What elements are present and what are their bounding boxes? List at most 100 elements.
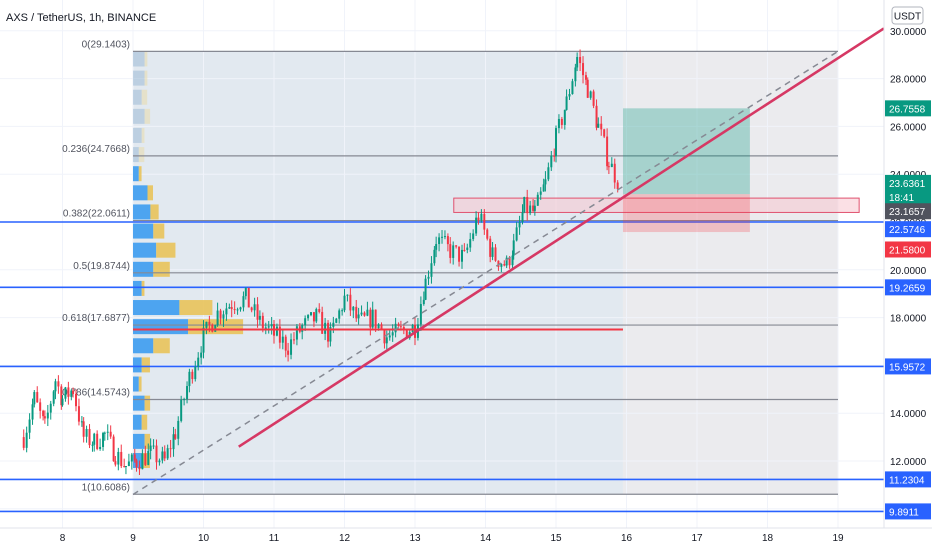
candle-up: [357, 314, 360, 319]
candle-up: [264, 327, 267, 329]
price-tick-label[interactable]: 20.0000: [890, 266, 927, 277]
fib-level-label: 0.786(14.5743): [62, 387, 130, 398]
time-tick-label[interactable]: 9: [130, 533, 136, 544]
price-badge: [885, 221, 931, 238]
time-tick-label[interactable]: 13: [409, 533, 421, 544]
price-tick-label[interactable]: 18.0000: [890, 314, 927, 325]
candle-up: [441, 236, 444, 238]
candle-down: [208, 321, 211, 325]
price-tick-label[interactable]: 14.0000: [890, 409, 927, 420]
time-tick-label[interactable]: 8: [60, 533, 66, 544]
candle-down: [77, 406, 80, 422]
time-tick-label[interactable]: 12: [339, 533, 351, 544]
price-tick-label[interactable]: 30.0000: [890, 27, 927, 38]
candle-down: [603, 129, 606, 137]
currency-button-frame[interactable]: [891, 6, 924, 25]
candle-down: [374, 309, 377, 329]
volume-profile-bar-up: [133, 166, 139, 182]
time-axis[interactable]: 8 9 10 11 12 13 14 15 16 17 18 19: [60, 533, 844, 544]
candle-up: [475, 217, 478, 234]
candle-up: [194, 366, 197, 380]
price-badge-label: 11.2304: [889, 475, 925, 486]
time-tick-label[interactable]: 18: [762, 533, 774, 544]
candle-up: [469, 239, 472, 248]
candle-up: [511, 255, 514, 266]
candle-down: [494, 247, 497, 261]
candle-up: [281, 336, 284, 343]
candle-up: [275, 326, 278, 336]
candle-up: [242, 296, 245, 308]
price-tick-label[interactable]: 28.0000: [890, 75, 927, 86]
volume-profile-bar-up: [133, 127, 142, 143]
candle-up: [341, 310, 344, 312]
candle-up: [295, 326, 298, 340]
candle-down: [560, 118, 563, 125]
fib-level-label: 0.5(19.8744): [73, 261, 130, 272]
candle-down: [219, 310, 222, 319]
candle-down: [600, 123, 603, 130]
candle-up: [61, 398, 64, 406]
volume-profile-bar-down: [153, 338, 170, 354]
candle-down: [75, 393, 78, 407]
candle-up: [177, 420, 180, 439]
time-tick-label[interactable]: 16: [621, 533, 633, 544]
price-tick-label[interactable]: 12.0000: [890, 457, 927, 468]
volume-profile-bar-up: [133, 51, 145, 67]
price-badge: [885, 358, 931, 375]
price-tick-label[interactable]: 26.0000: [890, 122, 927, 133]
candle-up: [33, 392, 36, 405]
currency-label[interactable]: USDT: [894, 12, 921, 23]
candle-up: [542, 184, 545, 192]
fib-trend-dashed-line: [132, 50, 839, 496]
candle-down: [36, 392, 39, 403]
candle-up: [574, 67, 577, 82]
candle-up: [539, 191, 542, 195]
time-tick-label[interactable]: 15: [550, 533, 562, 544]
candle-down: [250, 307, 253, 311]
time-tick-label[interactable]: 17: [691, 533, 703, 544]
volume-profile-bar-down: [144, 51, 148, 67]
currency-button[interactable]: USDT: [891, 6, 924, 25]
volume-profile-bar-down: [150, 204, 159, 220]
candle-up: [64, 387, 67, 399]
candle-down: [318, 309, 321, 312]
candle-down: [57, 381, 60, 387]
candle-up: [149, 445, 152, 451]
volume-profile-bar-up: [133, 89, 142, 105]
candle-up: [91, 444, 94, 446]
candle-up: [576, 57, 579, 68]
price-badge: [885, 279, 931, 296]
candle-up: [54, 381, 57, 392]
candle-up: [557, 118, 560, 129]
candle-down: [230, 307, 233, 310]
time-tick-label[interactable]: 14: [480, 533, 492, 544]
candle-up: [565, 96, 568, 110]
price-badge-label: 9.8911: [889, 507, 919, 518]
drawn-lines: [132, 27, 885, 496]
candle-up: [183, 399, 186, 401]
candle-up: [214, 325, 217, 332]
candle-up: [25, 432, 28, 448]
candle-up: [307, 315, 310, 319]
time-tick-label[interactable]: 19: [832, 533, 844, 544]
candle-up: [346, 294, 349, 296]
candle-up: [188, 371, 191, 387]
time-tick-label[interactable]: 10: [198, 533, 210, 544]
candle-up: [141, 453, 144, 470]
candle-up: [130, 454, 133, 462]
candle-up: [332, 322, 335, 327]
candle-up: [443, 236, 446, 238]
candle-up: [515, 227, 518, 241]
candle-down: [256, 304, 259, 320]
candle-up: [388, 335, 391, 338]
candle-down: [155, 445, 158, 463]
candle-up: [472, 233, 475, 240]
candle-down: [109, 431, 112, 437]
volume-profile-bar-up: [133, 357, 142, 373]
candle-up: [304, 318, 307, 326]
time-tick-label[interactable]: 11: [269, 533, 280, 544]
candle-down: [477, 217, 480, 221]
price-badge-label: 23.6361: [889, 179, 926, 190]
candle-up: [518, 221, 521, 228]
